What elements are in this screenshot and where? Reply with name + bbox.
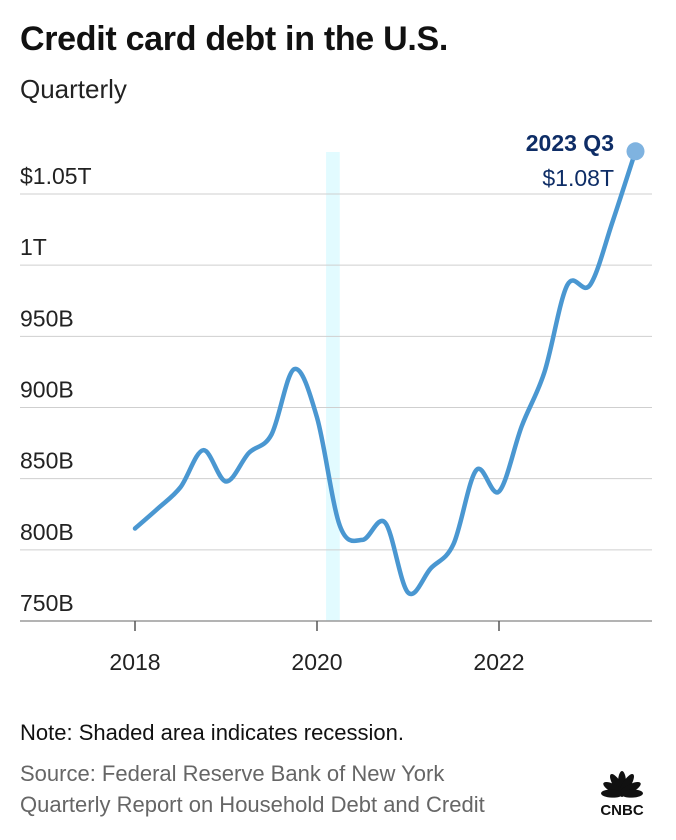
y-tick-label: 750B	[20, 590, 74, 616]
gridlines-layer	[20, 193, 652, 622]
highlight-point	[626, 142, 645, 161]
callout-value: $1.08T	[542, 165, 614, 191]
x-tick-label: 2022	[473, 649, 524, 675]
x-tick-label: 2018	[109, 649, 160, 675]
chart-title: Credit card debt in the U.S.	[20, 20, 448, 58]
line-chart: 750B 800B 850B 900B 950B 1T $1.05T 2018 2020 202…	[20, 130, 652, 675]
callout-period: 2023 Q3	[526, 130, 614, 156]
y-tick-label: 1T	[20, 234, 47, 260]
y-tick-label: 950B	[20, 305, 74, 331]
note-text: Note: Shaded area indicates recession.	[20, 720, 405, 745]
points-layer	[133, 149, 638, 594]
y-tick-label: 900B	[20, 377, 74, 403]
x-tick-label: 2020	[291, 649, 342, 675]
cnbc-peacock-logo: CNBC	[600, 771, 644, 818]
y-tick-label: 850B	[20, 448, 74, 474]
chart-subtitle: Quarterly	[20, 74, 127, 104]
y-tick-label: $1.05T	[20, 163, 92, 189]
x-axis-ticks	[134, 621, 500, 631]
peacock-feathers	[601, 771, 643, 798]
recession-shading-layer	[326, 152, 340, 621]
cnbc-wordmark: CNBC	[600, 802, 643, 818]
annotation-layer: 2023 Q3 $1.08T	[526, 130, 645, 191]
source-text: Source: Federal Reserve Bank of New York…	[20, 758, 580, 820]
y-tick-label: 800B	[20, 519, 74, 545]
recession-shade	[326, 152, 340, 621]
y-axis-labels: 750B 800B 850B 900B 950B 1T $1.05T	[20, 163, 92, 616]
series-layer	[132, 149, 638, 597]
source-line-2: Quarterly Report on Household Debt and C…	[20, 792, 485, 817]
series-line	[132, 149, 638, 597]
x-axis-labels: 2018 2020 2022	[109, 649, 524, 675]
source-line-1: Source: Federal Reserve Bank of New York	[20, 761, 445, 786]
